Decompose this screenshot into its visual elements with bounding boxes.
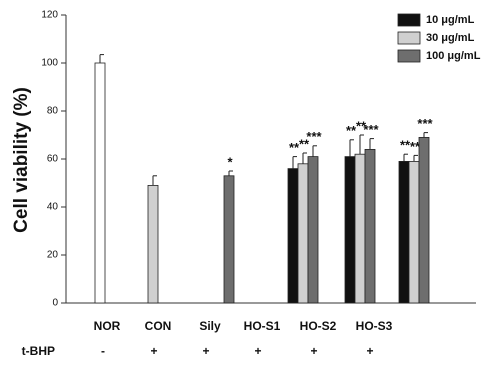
bar (147, 184, 159, 304)
significance: ** (289, 140, 300, 155)
bar (408, 160, 420, 304)
x-tick-label: HO-S2 (300, 319, 337, 333)
significance: ** (400, 138, 411, 153)
significance: ** (356, 118, 367, 133)
significance: *** (363, 122, 379, 137)
significance: * (227, 154, 233, 169)
y-tick-label: 80 (47, 106, 59, 117)
legend-swatch (397, 31, 421, 45)
significance: *** (417, 116, 433, 131)
y-tick-label: 20 (47, 250, 59, 261)
bar (418, 136, 430, 304)
legend-label: 30 μg/mL (426, 32, 475, 44)
significance: ** (299, 136, 310, 151)
legend-swatch (397, 13, 421, 27)
bar (398, 160, 410, 304)
significance: ** (346, 123, 357, 138)
row-value: + (310, 344, 317, 358)
y-tick-label: 100 (41, 58, 58, 69)
row-value: - (101, 344, 105, 358)
bar (307, 156, 319, 304)
y-tick-label: 0 (52, 298, 58, 309)
row-value: + (202, 344, 209, 358)
bar (344, 156, 356, 304)
x-tick-label: Sily (199, 319, 221, 333)
y-tick-label: 40 (47, 202, 59, 213)
significance: *** (306, 129, 322, 144)
x-tick-label: CON (145, 319, 172, 333)
row-value: + (366, 344, 373, 358)
bar (354, 153, 366, 304)
x-tick-label: HO-S1 (244, 319, 281, 333)
y-axis-label: Cell viability (%) (11, 87, 32, 233)
legend-swatch (397, 49, 421, 63)
bar (223, 175, 235, 304)
bar (364, 148, 376, 304)
legend-label: 100 μg/mL (426, 50, 481, 62)
bar (297, 163, 309, 304)
bar (287, 168, 299, 304)
legend-label: 10 μg/mL (426, 14, 475, 26)
bar (94, 62, 106, 304)
significance: ** (410, 139, 421, 154)
y-tick-label: 120 (41, 10, 58, 21)
row-value: + (150, 344, 157, 358)
y-tick-label: 60 (47, 154, 59, 165)
x-tick-label: HO-S3 (356, 319, 393, 333)
x-tick-label: NOR (94, 319, 121, 333)
row-label: t-BHP (22, 344, 55, 358)
row-value: + (254, 344, 261, 358)
